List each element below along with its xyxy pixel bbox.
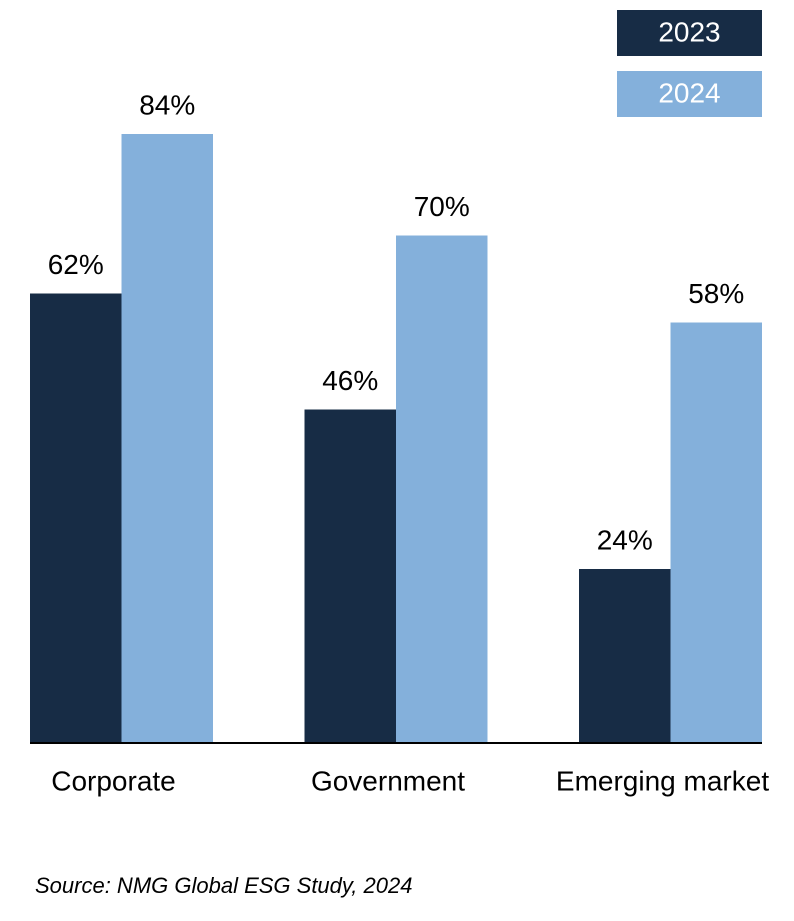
bar [30, 293, 122, 743]
source-note: Source: NMG Global ESG Study, 2024 [35, 873, 412, 898]
data-label: 46% [322, 365, 378, 396]
legend-swatch [617, 10, 762, 56]
data-label: 58% [688, 278, 744, 309]
x-tick-label: Government [311, 765, 465, 796]
bar [396, 235, 488, 743]
x-tick-label: Emerging market [556, 765, 769, 796]
legend-swatch [617, 71, 762, 117]
bar [304, 409, 396, 743]
legend-label: 2023 [658, 16, 720, 47]
data-label: 84% [139, 89, 195, 120]
data-label: 62% [48, 249, 104, 280]
x-tick-label: Corporate [51, 765, 176, 796]
legend-label: 2024 [658, 77, 720, 108]
bar [579, 569, 671, 743]
bar [121, 134, 213, 743]
data-label: 70% [414, 191, 470, 222]
bar [670, 322, 762, 743]
data-label: 24% [597, 524, 653, 555]
